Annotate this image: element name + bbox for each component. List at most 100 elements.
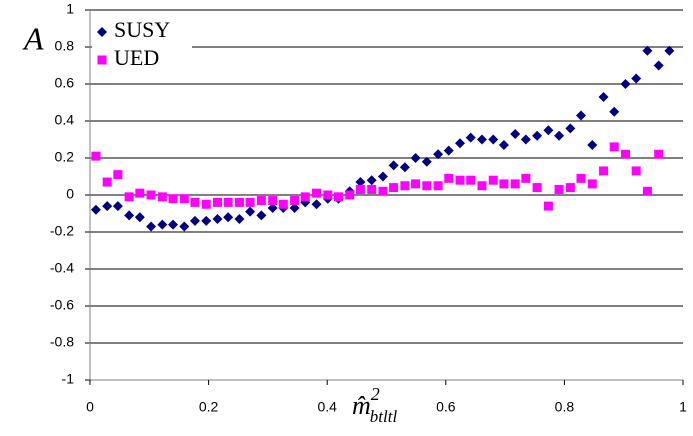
- point: [488, 134, 499, 145]
- point: [189, 215, 200, 226]
- point: [631, 73, 642, 84]
- point: [366, 175, 377, 186]
- point: [256, 210, 267, 221]
- point: [179, 194, 189, 204]
- point: [587, 140, 598, 151]
- point: [455, 175, 465, 185]
- point: [510, 128, 521, 139]
- y-tick-label: -1: [62, 371, 75, 387]
- point: [367, 184, 377, 194]
- point: [323, 190, 333, 200]
- point: [499, 179, 509, 189]
- point: [278, 199, 288, 209]
- x-label-sub: btltl: [370, 407, 398, 426]
- y-tick-label: -0.4: [50, 260, 74, 276]
- x-label-base: m̂: [352, 391, 371, 420]
- point: [190, 197, 200, 207]
- point: [620, 149, 630, 159]
- legend-label: UED: [114, 45, 159, 70]
- point: [620, 79, 631, 89]
- point: [212, 197, 222, 207]
- x-axis-label: m̂2 btltl: [352, 384, 397, 426]
- point: [134, 212, 145, 223]
- point: [124, 192, 134, 202]
- point: [201, 215, 212, 226]
- y-tick-label: -0.6: [50, 297, 74, 313]
- point: [388, 160, 399, 171]
- y-tick-label: -0.8: [50, 334, 74, 350]
- point: [201, 199, 211, 209]
- point: [455, 138, 466, 149]
- point: [355, 184, 365, 194]
- point: [234, 197, 244, 207]
- point: [312, 188, 322, 198]
- x-tick-label: 0.4: [317, 399, 337, 415]
- point: [345, 190, 355, 200]
- point: [289, 202, 300, 213]
- point: [521, 173, 531, 183]
- point: [146, 190, 156, 200]
- point: [146, 221, 157, 232]
- point: [135, 188, 145, 198]
- point: [212, 214, 223, 225]
- point: [234, 214, 245, 225]
- point: [609, 142, 619, 152]
- x-tick-label: 0.8: [555, 399, 575, 415]
- point: [91, 151, 101, 161]
- point: [300, 192, 310, 202]
- point: [543, 125, 554, 136]
- point: [422, 181, 432, 191]
- point: [554, 184, 564, 194]
- point: [355, 177, 366, 188]
- point: [102, 201, 113, 212]
- point: [598, 91, 609, 102]
- point: [410, 153, 421, 163]
- point: [421, 156, 432, 167]
- point: [400, 181, 410, 191]
- point: [565, 123, 576, 134]
- point: [587, 179, 597, 189]
- x-label-sup: 2: [371, 384, 380, 404]
- legend-marker: [97, 55, 107, 65]
- point: [664, 45, 675, 56]
- point: [113, 170, 123, 180]
- point: [653, 60, 664, 71]
- point: [433, 181, 443, 191]
- legend-box: [92, 18, 192, 74]
- point: [466, 175, 476, 185]
- point: [179, 221, 190, 232]
- point: [223, 212, 234, 223]
- point: [333, 192, 343, 202]
- point: [411, 179, 421, 189]
- point: [245, 197, 255, 207]
- point: [311, 199, 322, 210]
- point: [256, 196, 266, 206]
- y-tick-label: 0.6: [55, 75, 75, 91]
- point: [554, 130, 565, 141]
- y-tick-label: -0.2: [50, 223, 74, 239]
- point: [157, 219, 168, 230]
- point: [631, 166, 641, 176]
- point: [377, 171, 388, 182]
- point: [268, 196, 278, 206]
- point: [477, 181, 487, 191]
- y-tick-label: 0.4: [55, 112, 75, 128]
- point: [520, 134, 531, 145]
- point: [245, 206, 256, 217]
- point: [444, 173, 454, 183]
- point: [124, 210, 135, 221]
- point: [510, 179, 520, 189]
- point: [389, 183, 399, 193]
- y-axis-label: A: [22, 20, 44, 56]
- point: [654, 149, 664, 159]
- x-tick-label: 0: [86, 399, 94, 415]
- point: [378, 186, 388, 196]
- point: [543, 201, 553, 211]
- point: [168, 194, 178, 204]
- point: [609, 106, 620, 117]
- point: [399, 162, 410, 173]
- point: [576, 110, 587, 121]
- point: [290, 196, 300, 206]
- point: [267, 202, 278, 213]
